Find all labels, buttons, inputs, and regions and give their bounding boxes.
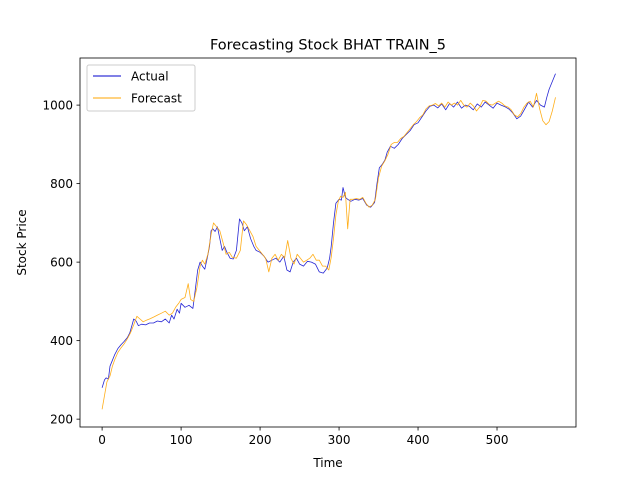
series-layer bbox=[101, 73, 556, 410]
y-axis-label: Stock Price bbox=[15, 209, 29, 275]
y-tick-label: 400 bbox=[50, 334, 73, 348]
x-axis-label: Time bbox=[312, 456, 342, 470]
y-tick-label: 800 bbox=[50, 177, 73, 191]
legend-label-forecast: Forecast bbox=[131, 92, 182, 106]
x-tick-label: 400 bbox=[407, 433, 430, 447]
x-tick-label: 300 bbox=[328, 433, 351, 447]
plot-area bbox=[79, 57, 577, 428]
x-axis-ticks: 0 100 200 300 400 500 bbox=[98, 427, 508, 447]
x-tick-label: 0 bbox=[98, 433, 106, 447]
y-axis-ticks: 200 400 600 800 1000 bbox=[42, 98, 80, 426]
x-tick-label: 200 bbox=[249, 433, 272, 447]
series-line-forecast bbox=[101, 92, 556, 410]
legend: Actual Forecast bbox=[86, 64, 196, 112]
plot-frame bbox=[79, 57, 577, 428]
series-line-actual bbox=[101, 73, 556, 388]
chart-title: Forecasting Stock BHAT TRAIN_5 bbox=[210, 38, 446, 54]
y-tick-label: 600 bbox=[50, 255, 73, 269]
y-tick-label: 200 bbox=[50, 412, 73, 426]
x-tick-label: 100 bbox=[170, 433, 193, 447]
y-tick-label: 1000 bbox=[42, 98, 73, 112]
legend-label-actual: Actual bbox=[131, 70, 169, 84]
x-tick-label: 500 bbox=[486, 433, 509, 447]
